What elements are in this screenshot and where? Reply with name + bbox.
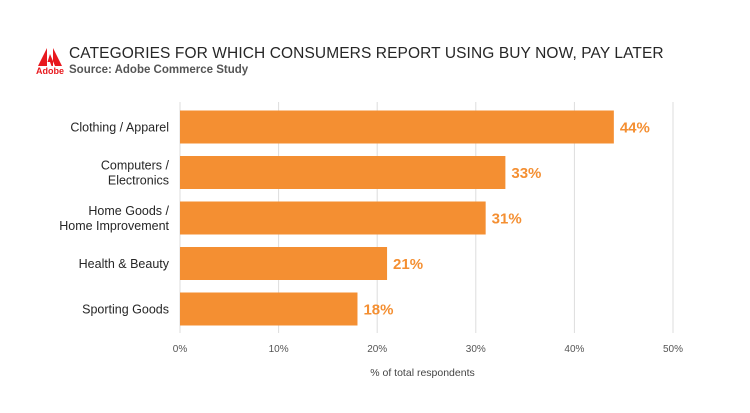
x-axis-label: % of total respondents [370,367,474,379]
category-label-1: Computers / Electronics [101,159,170,188]
chart-subtitle: Source: Adobe Commerce Study [69,64,249,76]
x-tick-label-40: 40% [564,344,584,355]
x-tick-label-30: 30% [466,344,486,355]
category-label-4: Sporting Goods [82,303,169,317]
bar-3 [180,247,388,280]
adobe-logo-text: Adobe [36,66,64,76]
chart-title: CATEGORIES FOR WHICH CONSUMERS REPORT US… [69,45,664,62]
x-tick-label-0: 0% [173,344,188,355]
bar-value-label-3: 21% [393,256,423,273]
bar-4 [180,292,358,326]
category-label-0: Clothing / Apparel [70,121,169,135]
adobe-logo-icon [38,48,62,66]
bar-1 [180,156,506,189]
category-label-3: Health & Beauty [79,257,170,271]
x-tick-label-20: 20% [367,344,387,355]
category-label-2: Home Goods / Home Improvement [59,204,169,233]
bar-value-label-4: 18% [363,302,393,319]
bar-0 [180,110,614,144]
x-tick-label-50: 50% [663,344,683,355]
bar-value-label-1: 33% [511,165,541,182]
bar-value-label-2: 31% [492,211,522,228]
x-tick-label-10: 10% [269,344,289,355]
bar-value-label-0: 44% [620,120,650,137]
bar-2 [180,201,486,235]
